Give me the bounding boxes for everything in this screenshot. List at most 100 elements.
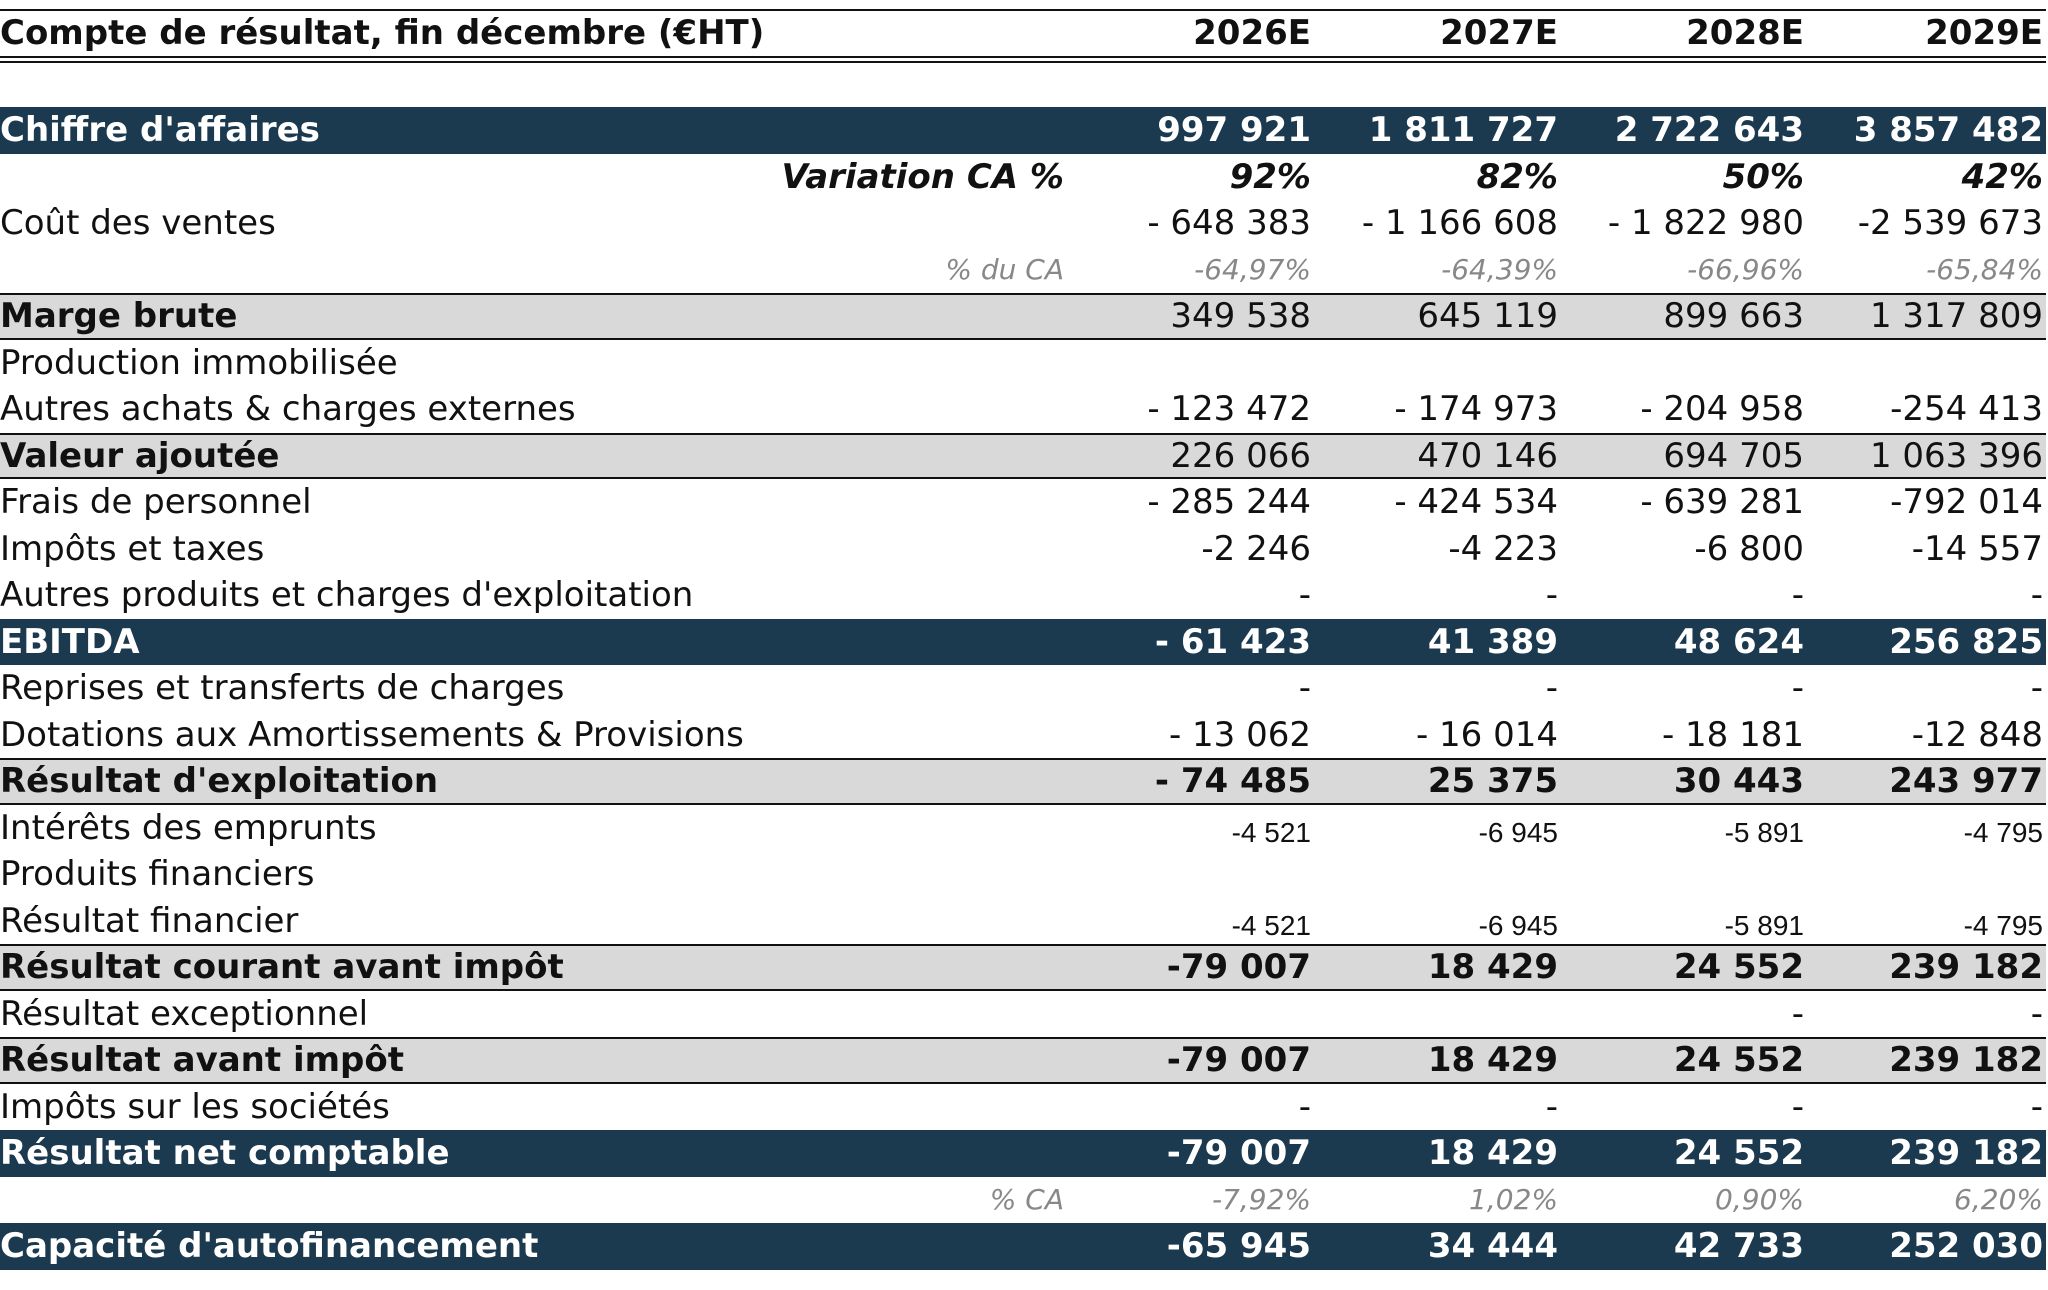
- value-cell: 24 552: [1673, 947, 1804, 987]
- value-cell: -254 413: [1890, 389, 2043, 429]
- value-cell: 694 705: [1663, 435, 1804, 476]
- value-cell: -: [2030, 668, 2043, 708]
- value-cell: -79 007: [1166, 947, 1311, 987]
- value-cell: 243 977: [1889, 761, 2043, 801]
- row-label: Marge brute: [0, 296, 238, 336]
- row-band: [0, 432, 2046, 479]
- value-cell: 239 182: [1889, 1133, 2043, 1173]
- row-label: Intérêts des emprunts: [0, 807, 377, 848]
- row-label: Variation CA %: [781, 156, 1064, 197]
- value-cell: - 1 166 608: [1361, 203, 1558, 243]
- value-cell: -65 945: [1166, 1226, 1311, 1266]
- row-label: Dotations aux Amortissements & Provision…: [0, 714, 744, 755]
- value-cell: 239 182: [1889, 947, 2043, 987]
- value-cell: -6 945: [1478, 816, 1558, 848]
- row-label: Impôts et taxes: [0, 528, 265, 569]
- value-cell: 6,20%: [1954, 1182, 2043, 1216]
- row-band: [0, 293, 2046, 340]
- row-label: Résultat avant impôt: [0, 1040, 404, 1080]
- value-cell: 226 066: [1170, 435, 1311, 476]
- value-cell: -79 007: [1166, 1040, 1311, 1080]
- value-cell: 239 182: [1889, 1040, 2043, 1080]
- value-cell: -: [2030, 993, 2043, 1034]
- value-cell: 24 552: [1673, 1133, 1804, 1173]
- value-cell: 48 624: [1673, 621, 1804, 662]
- row-label: Coût des ventes: [0, 203, 276, 243]
- row-label: % du CA: [945, 252, 1064, 286]
- value-cell: - 285 244: [1147, 482, 1311, 522]
- value-cell: -: [1545, 1086, 1558, 1127]
- value-cell: - 74 485: [1154, 761, 1311, 801]
- value-cell: -: [1545, 575, 1558, 615]
- row-band: [0, 1223, 2046, 1270]
- value-cell: 18 429: [1427, 1133, 1558, 1173]
- value-cell: 41 389: [1427, 621, 1558, 662]
- value-cell: 1 811 727: [1368, 110, 1558, 150]
- value-cell: 30 443: [1673, 761, 1804, 801]
- row-label: Autres produits et charges d'exploitatio…: [0, 575, 694, 615]
- row-label: Autres achats & charges externes: [0, 389, 576, 429]
- value-cell: -5 891: [1724, 909, 1804, 941]
- value-cell: -66,96%: [1687, 252, 1804, 286]
- value-cell: -4 521: [1231, 816, 1311, 848]
- value-cell: -: [1791, 1086, 1804, 1127]
- value-cell: - 639 281: [1640, 482, 1804, 522]
- row-band: [0, 107, 2046, 154]
- value-cell: -4 521: [1231, 909, 1311, 941]
- year-header: 2028E: [1686, 13, 1804, 53]
- value-cell: 18 429: [1427, 947, 1558, 987]
- value-cell: - 123 472: [1147, 389, 1311, 429]
- value-cell: 256 825: [1889, 621, 2043, 662]
- year-header: 2029E: [1925, 13, 2043, 53]
- row-label: % CA: [989, 1182, 1064, 1216]
- rule: [0, 61, 2046, 63]
- value-cell: -792 014: [1890, 482, 2043, 522]
- row-label: Résultat net comptable: [0, 1133, 450, 1173]
- row-label: Résultat financier: [0, 900, 299, 941]
- value-cell: 252 030: [1889, 1226, 2043, 1266]
- row-label: EBITDA: [0, 621, 140, 662]
- value-cell: -7,92%: [1211, 1182, 1311, 1216]
- value-cell: 0,90%: [1715, 1182, 1804, 1216]
- value-cell: - 18 181: [1661, 714, 1804, 755]
- row-band: [0, 1130, 2046, 1177]
- value-cell: -2 539 673: [1857, 203, 2043, 243]
- value-cell: -12 848: [1911, 714, 2043, 755]
- value-cell: - 648 383: [1147, 203, 1311, 243]
- value-cell: 470 146: [1417, 435, 1558, 476]
- value-cell: 42 733: [1673, 1226, 1804, 1266]
- row-label: Frais de personnel: [0, 482, 312, 522]
- value-cell: 34 444: [1427, 1226, 1558, 1266]
- value-cell: 24 552: [1673, 1040, 1804, 1080]
- value-cell: - 16 014: [1415, 714, 1558, 755]
- value-cell: 899 663: [1663, 296, 1804, 336]
- year-header: 2026E: [1193, 13, 1311, 53]
- value-cell: 1,02%: [1469, 1182, 1558, 1216]
- value-cell: - 204 958: [1640, 389, 1804, 429]
- value-cell: - 61 423: [1154, 621, 1311, 662]
- value-cell: 3 857 482: [1853, 110, 2043, 150]
- value-cell: -: [1298, 1086, 1311, 1127]
- value-cell: -14 557: [1911, 528, 2043, 569]
- row-label: Chiffre d'affaires: [0, 110, 320, 150]
- value-cell: 42%: [1961, 156, 2043, 197]
- row-label: Résultat courant avant impôt: [0, 947, 564, 987]
- row-band: [0, 758, 2046, 805]
- value-cell: -4 223: [1448, 528, 1558, 569]
- row-label: Résultat exceptionnel: [0, 993, 369, 1034]
- row-band: [0, 1037, 2046, 1084]
- value-cell: 18 429: [1427, 1040, 1558, 1080]
- value-cell: 82%: [1476, 156, 1558, 197]
- row-label: Capacité d'autofinancement: [0, 1226, 539, 1266]
- value-cell: - 1 822 980: [1607, 203, 1804, 243]
- value-cell: -65,84%: [1926, 252, 2043, 286]
- row-label: Impôts sur les sociétés: [0, 1086, 390, 1127]
- value-cell: -6 945: [1478, 909, 1558, 941]
- value-cell: -: [2030, 575, 2043, 615]
- year-header: 2027E: [1440, 13, 1558, 53]
- rule: [0, 56, 2046, 58]
- value-cell: 349 538: [1170, 296, 1311, 336]
- value-cell: - 13 062: [1168, 714, 1311, 755]
- value-cell: -79 007: [1166, 1133, 1311, 1173]
